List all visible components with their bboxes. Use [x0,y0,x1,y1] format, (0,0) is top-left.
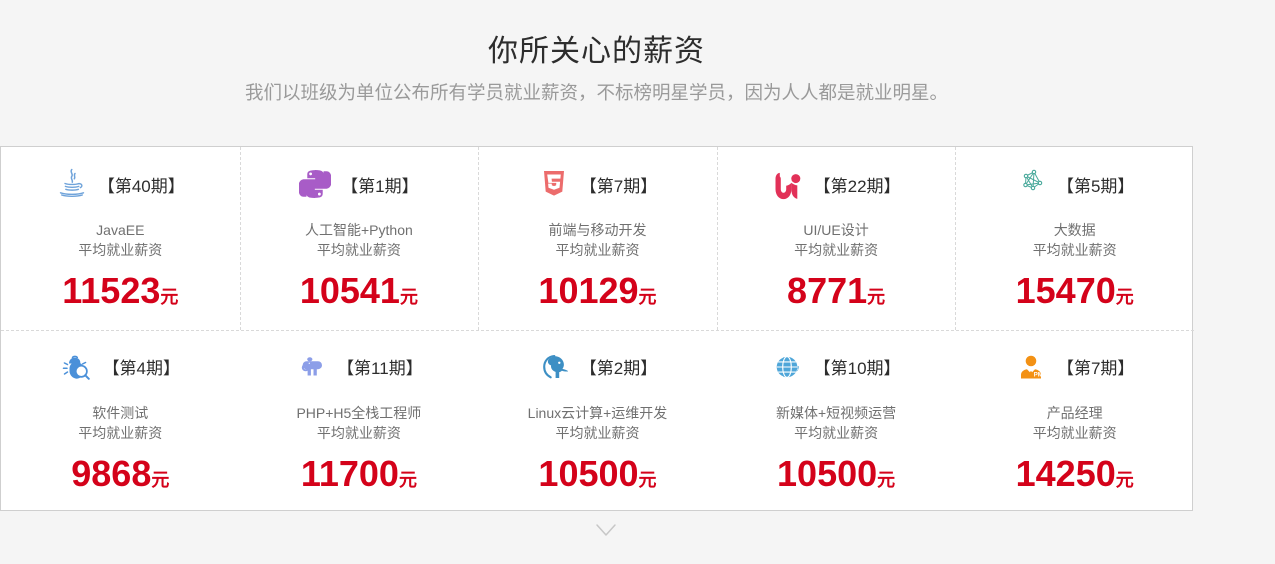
svg-text:PM: PM [1034,372,1043,378]
